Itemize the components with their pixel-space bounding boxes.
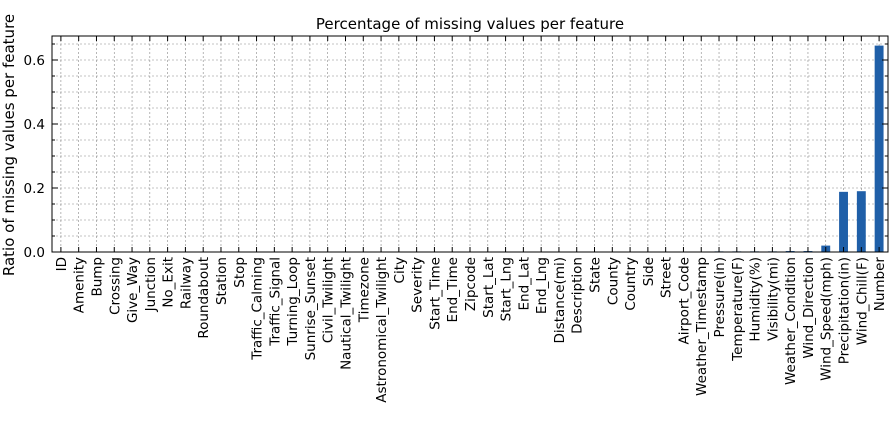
x-tick-label: Station [214, 257, 230, 305]
plot-frame [51, 35, 889, 253]
x-tick-label: Number [872, 257, 888, 312]
x-tick-label: Traffic_Calming [250, 257, 266, 361]
x-tick-label: Wind_Speed(mph) [819, 257, 835, 381]
x-tick-label: Give_Way [125, 257, 141, 323]
x-tick-label: No_Exit [161, 257, 177, 308]
x-tick-label: End_Time [445, 257, 461, 322]
x-tick-label: Start_Lat [481, 257, 497, 318]
y-tick-label: 0.0 [24, 245, 45, 261]
x-tick-label: Timezone [356, 257, 372, 323]
x-tick-label: Start_Lng [499, 257, 515, 321]
x-tick-label: Distance(mi) [552, 257, 568, 343]
x-tick-label: Weather_Timestamp [694, 257, 710, 396]
x-tick-label: Wind_Direction [801, 257, 817, 359]
x-tick-label: Stop [232, 257, 248, 288]
chart-title: Percentage of missing values per feature [316, 15, 624, 33]
x-tick-label: State [588, 257, 604, 293]
x-tick-label: Weather_Condition [783, 257, 799, 385]
y-tick-label: 0.6 [24, 53, 45, 69]
x-tick-label: Visibility(mi) [765, 257, 781, 341]
x-tick-label: Roundabout [196, 257, 212, 339]
x-tick-label: Crossing [107, 257, 123, 315]
x-tick-label: Astronomical_Twilight [374, 257, 390, 403]
x-tick-label: Airport_Code [676, 257, 692, 345]
x-tick-label: ID [54, 257, 70, 271]
x-tick-label: Nautical_Twilight [338, 257, 354, 370]
bar [856, 191, 866, 252]
x-tick-label: End_Lng [534, 257, 550, 314]
x-tick-label: End_Lat [516, 257, 532, 311]
x-tick-label: Zipcode [463, 257, 479, 311]
x-tick-labels: ID Amenity Bump Crossing Give_Way Junction No_… [54, 257, 888, 403]
x-tick-label: Junction [143, 257, 159, 312]
ticks [52, 36, 888, 253]
grid-lines [52, 36, 888, 253]
bar [874, 45, 884, 252]
x-tick-label: Severity [410, 257, 426, 313]
x-tick-label: City [392, 257, 408, 283]
bars [679, 45, 884, 252]
x-tick-label: Amenity [72, 257, 88, 313]
x-tick-label: Start_Time [427, 257, 443, 330]
x-tick-label: Street [659, 257, 675, 298]
x-tick-label: Temperature(F) [730, 257, 746, 362]
x-tick-label: County [605, 257, 621, 305]
x-tick-label: Humidity(%) [748, 257, 764, 342]
x-tick-label: Railway [178, 257, 194, 309]
x-tick-label: Country [623, 257, 639, 311]
y-axis-label: Ratio of missing values per feature [0, 14, 18, 276]
x-tick-label: Turning_Loop [285, 257, 301, 347]
y-tick-label: 0.4 [24, 117, 45, 133]
x-tick-label: Pressure(in) [712, 257, 728, 338]
x-tick-label: Civil_Twilight [321, 257, 337, 343]
x-tick-label: Wind_Chill(F) [854, 257, 870, 345]
x-tick-label: Sunrise_Sunset [303, 257, 319, 360]
y-tick-labels: 0.0 0.2 0.4 0.6 [24, 53, 45, 261]
x-tick-label: Traffic_Signal [267, 257, 283, 347]
y-tick-label: 0.2 [24, 181, 45, 197]
x-tick-label: Bump [89, 257, 105, 297]
bar [839, 191, 848, 252]
x-tick-label: Precipitation(in) [837, 257, 853, 364]
x-tick-label: Description [570, 257, 586, 334]
x-tick-label: Side [641, 257, 657, 286]
